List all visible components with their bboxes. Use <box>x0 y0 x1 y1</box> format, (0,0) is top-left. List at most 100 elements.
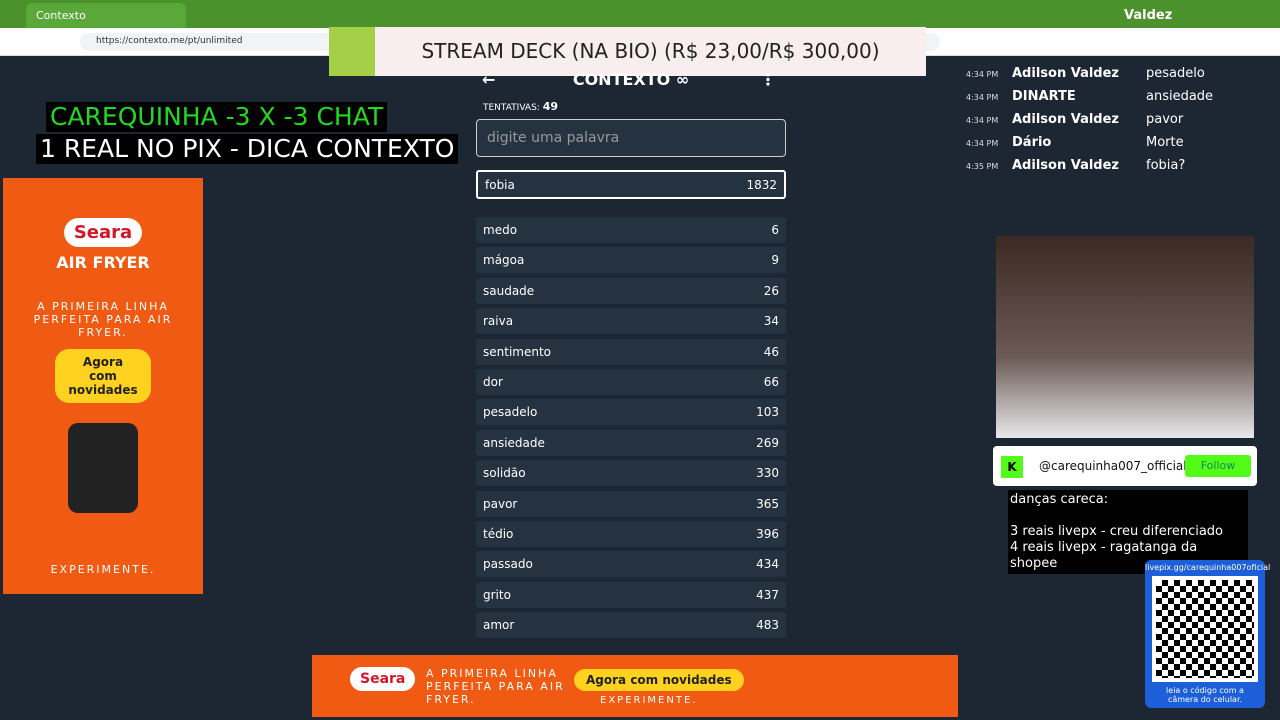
guess-row: tédio 396 <box>476 520 786 547</box>
back-button[interactable]: ← <box>482 70 496 89</box>
guess-row: saudade 26 <box>476 277 786 304</box>
ad-tagline: A PRIMEIRA LINHA PERFEITA PARA AIR FRYER… <box>426 667 565 706</box>
word-input[interactable]: digite uma palavra <box>476 119 786 157</box>
qr-caption: leia o código com a câmera do celular. <box>1166 686 1244 704</box>
guess-row: sentimento 46 <box>476 338 786 365</box>
guess-rank: 269 <box>756 435 779 450</box>
webcam <box>996 236 1254 438</box>
browser-tab[interactable]: Contexto <box>26 3 186 28</box>
chat-time: 4:34 PM <box>966 93 999 102</box>
info: danças careca: 3 reais livepx - creu dife… <box>1008 490 1248 574</box>
bottom-ad[interactable]: Seara A PRIMEIRA LINHA PERFEITA PARA AIR… <box>312 655 958 717</box>
guess-word: tédio <box>483 526 514 541</box>
guess-list: medo 6 mágoa 9 saudade 26 raiva 34 sentimento 46 d… <box>476 217 786 639</box>
chat-name: Adilson Valdez <box>1012 112 1119 127</box>
guess-rank: 396 <box>756 526 779 541</box>
ad-cta: EXPERIMENTE. <box>50 563 156 576</box>
guess-rank: 34 <box>763 314 779 329</box>
chat-time: 4:34 PM <box>966 70 999 79</box>
chat-time: 4:34 PM <box>966 139 999 148</box>
guess-row: solidão 330 <box>476 460 786 487</box>
guess-row: raiva 34 <box>476 308 786 335</box>
ad-cta: EXPERIMENTE. <box>600 695 698 706</box>
guess-word: medo <box>483 223 518 237</box>
guess-rank: 26 <box>763 283 779 298</box>
qr-url: livepix.gg/carequinha007oficial <box>1145 563 1271 572</box>
guess-word: raiva <box>483 314 514 329</box>
follow-button[interactable]: Follow <box>1185 455 1251 477</box>
chat-name: Adilson Valdez <box>1012 158 1119 173</box>
overlay-text: 1 REAL NO PIX - DICA CONTEXTO <box>36 134 459 164</box>
attempts-label: TENTATIVAS: <box>483 103 540 113</box>
guess-word: sentimento <box>483 344 552 359</box>
guess-word: fobia <box>485 178 515 192</box>
guess-word: dor <box>483 374 503 389</box>
overlay-line: CAREQUINHA -3 X -3 CHAT <box>46 102 388 132</box>
qr-code <box>1152 576 1258 682</box>
ad-brand: Seara <box>63 218 143 247</box>
ad-badge: Agora com novidades <box>55 349 151 403</box>
guess-rank: 66 <box>763 374 779 389</box>
info-line: 4 reais livepx - ragatanga da shopee <box>1010 540 1198 571</box>
chat-message: 4:34 PM DINARTE ansiedade <box>966 89 1266 104</box>
guess-row: mágoa 9 <box>476 247 786 274</box>
guess-rank: 6 <box>771 223 779 237</box>
chat-message: 4:34 PM Adilson Valdez pavor <box>966 112 1266 127</box>
chat-name: Dário <box>1012 135 1052 150</box>
ad-tagline: A PRIMEIRA LINHA PERFEITA PARA AIR FRYER… <box>33 300 173 339</box>
chat-time: 4:35 PM <box>966 162 999 171</box>
chat-text: ansiedade <box>1146 89 1214 104</box>
follow-bar: K @carequinha007_official Follow <box>993 446 1257 486</box>
overlay-text: CAREQUINHA -3 X -3 CHAT <box>46 102 388 132</box>
guess-word: grito <box>483 587 511 602</box>
user-name: Valdez <box>1124 8 1173 23</box>
guess-rank: 365 <box>756 496 779 511</box>
chat-name: DINARTE <box>1012 89 1076 104</box>
qr-card: livepix.gg/carequinha007oficial leia o c… <box>1145 560 1271 708</box>
guess-word: passado <box>483 557 533 572</box>
banner-text: STREAM DECK (NA BIO) (R$ 23,00/R$ 300,00… <box>421 39 880 63</box>
guess-row: amor 483 <box>476 612 786 639</box>
guess-row: pavor 365 <box>476 490 786 517</box>
ad-product: AIR FRYER <box>56 253 150 272</box>
current-guess: fobia 1832 <box>476 170 786 199</box>
guess-row: passado 434 <box>476 551 786 578</box>
chat-text: fobia? <box>1146 158 1186 173</box>
chat-message: 4:34 PM Adilson Valdez pesadelo <box>966 66 1266 81</box>
guess-rank: 483 <box>756 618 779 633</box>
tab-bar <box>0 0 1280 28</box>
chat-text: pavor <box>1146 112 1184 127</box>
game-header: ← CONTEXTO ∞ ⋮ <box>482 70 776 89</box>
guess-word: pesadelo <box>483 405 538 420</box>
attempts: TENTATIVAS: 49 <box>483 100 786 113</box>
ad-badge: Agora com novidades <box>574 669 744 691</box>
attempts-count: 49 <box>542 100 558 113</box>
chat-message: 4:35 PM Adilson Valdez fobia? <box>966 158 1266 173</box>
handle: @carequinha007_official <box>1039 459 1187 473</box>
ad[interactable]: Seara AIR FRYER A PRIMEIRA LINHA PERFEIT… <box>3 178 203 594</box>
guess-rank: 46 <box>763 344 779 359</box>
guess-word: amor <box>483 618 515 633</box>
overlay-line: 1 REAL NO PIX - DICA CONTEXTO <box>36 134 459 164</box>
ad-image <box>68 423 138 513</box>
menu-button[interactable]: ⋮ <box>760 70 776 89</box>
guess-word: mágoa <box>483 253 525 268</box>
guess-row: grito 437 <box>476 581 786 608</box>
game: ← CONTEXTO ∞ ⋮ TENTATIVAS: 49 digite uma p… <box>476 70 786 642</box>
guess-row: dor 66 <box>476 368 786 395</box>
guess-rank: 437 <box>756 587 779 602</box>
guess-rank: 1832 <box>746 178 777 192</box>
chat: 4:34 PM Adilson Valdez pesadelo 4:34 PM DINA… <box>966 66 1266 181</box>
chat-text: pesadelo <box>1146 66 1205 81</box>
info-heading: danças careca: <box>1010 492 1109 507</box>
ad-brand: Seara <box>350 667 416 691</box>
guess-word: pavor <box>483 496 518 511</box>
guess-word: ansiedade <box>483 435 545 450</box>
guess-rank: 9 <box>771 253 779 268</box>
chat-message: 4:34 PM Dário Morte <box>966 135 1266 150</box>
banner: STREAM DECK (NA BIO) (R$ 23,00/R$ 300,00… <box>329 27 926 76</box>
guess-row: pesadelo 103 <box>476 399 786 426</box>
game-title: CONTEXTO <box>572 70 671 89</box>
guess-rank: 434 <box>756 557 779 572</box>
chat-name: Adilson Valdez <box>1012 66 1119 81</box>
